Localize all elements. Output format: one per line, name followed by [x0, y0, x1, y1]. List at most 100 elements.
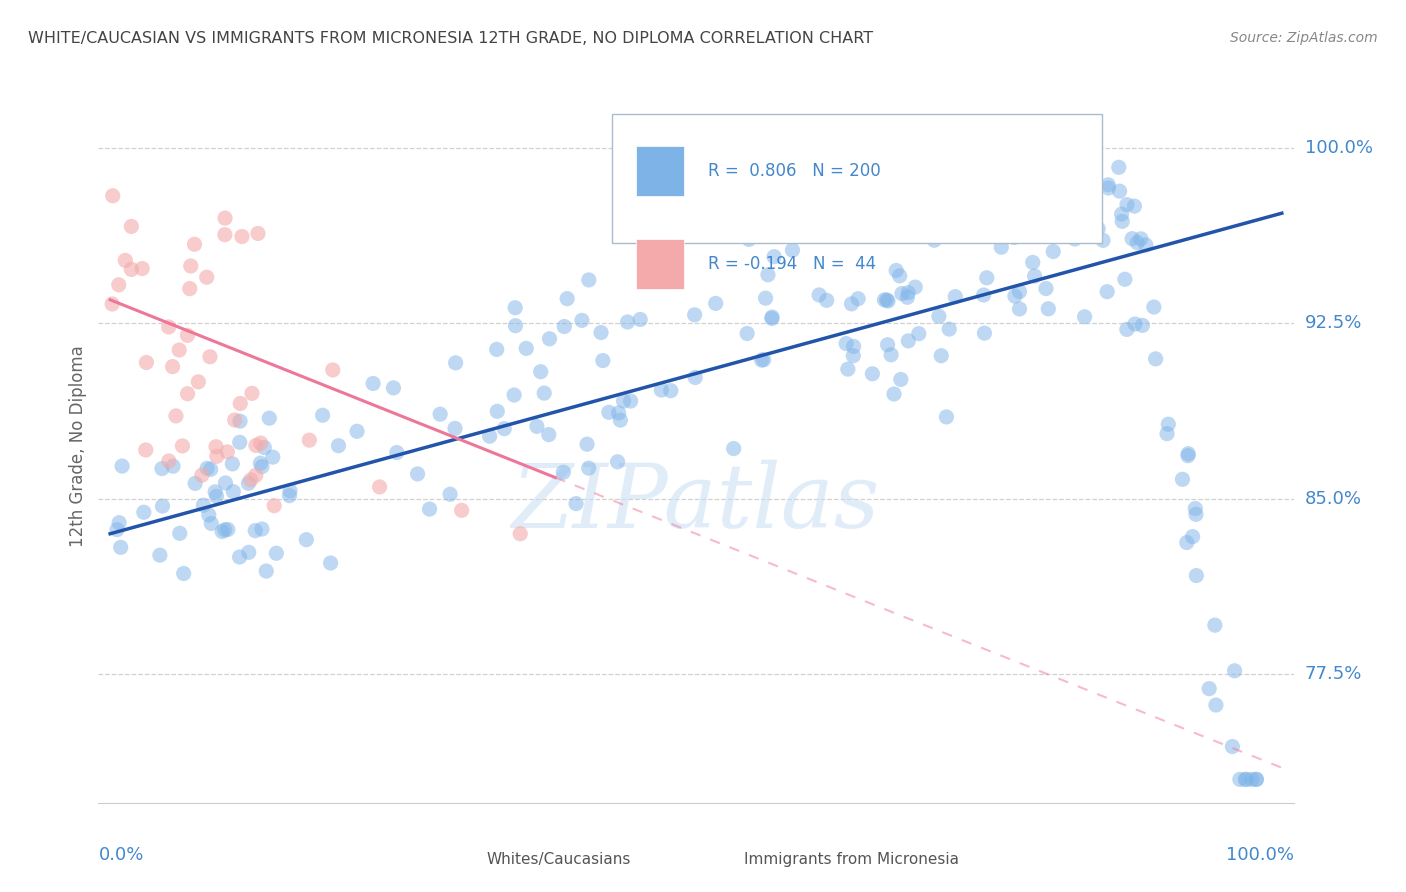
Point: [650, 383, 672, 397]
Point: [1022, 255, 1045, 269]
Point: [263, 499, 285, 513]
Point: [1130, 318, 1153, 333]
Point: [1157, 417, 1180, 432]
Point: [478, 429, 501, 443]
Point: [1171, 472, 1194, 486]
Point: [180, 259, 202, 273]
Point: [245, 524, 267, 538]
Point: [1123, 317, 1146, 331]
Point: [278, 489, 301, 503]
Point: [880, 348, 903, 362]
Point: [1111, 207, 1133, 221]
Point: [1054, 203, 1077, 218]
Point: [224, 413, 246, 427]
Point: [1198, 681, 1220, 696]
Point: [1204, 618, 1226, 632]
Point: [150, 461, 173, 475]
Point: [503, 388, 526, 402]
Text: R =  0.806   N = 200: R = 0.806 N = 200: [709, 162, 880, 180]
Point: [1246, 772, 1268, 787]
Point: [214, 227, 236, 242]
Point: [1156, 426, 1178, 441]
Text: 100.0%: 100.0%: [1305, 138, 1372, 157]
Point: [1045, 188, 1067, 202]
Point: [162, 359, 184, 374]
Point: [973, 288, 995, 302]
Point: [245, 438, 267, 452]
Point: [1004, 289, 1026, 303]
Point: [555, 292, 578, 306]
Point: [1067, 229, 1090, 244]
Point: [883, 387, 905, 401]
Point: [231, 229, 253, 244]
Point: [179, 282, 201, 296]
Point: [346, 425, 368, 439]
Point: [262, 450, 284, 464]
Point: [943, 290, 966, 304]
Point: [193, 498, 215, 512]
Point: [842, 349, 865, 363]
Point: [530, 365, 553, 379]
Point: [200, 462, 222, 476]
Point: [1115, 322, 1137, 336]
Point: [578, 273, 600, 287]
Point: [229, 414, 252, 428]
Point: [200, 516, 222, 531]
Point: [761, 311, 783, 326]
Point: [278, 483, 301, 498]
Point: [890, 286, 912, 301]
Point: [259, 411, 281, 425]
Point: [896, 290, 918, 304]
Point: [1175, 535, 1198, 549]
Point: [240, 386, 263, 401]
Point: [1121, 232, 1143, 246]
Point: [298, 433, 321, 447]
Point: [191, 468, 214, 483]
Point: [222, 484, 245, 499]
Point: [205, 440, 228, 454]
Point: [253, 441, 276, 455]
Point: [683, 370, 706, 384]
Point: [249, 456, 271, 470]
Point: [238, 545, 260, 559]
Point: [176, 386, 198, 401]
Point: [1177, 449, 1199, 463]
Point: [808, 288, 831, 302]
Point: [1123, 199, 1146, 213]
Point: [101, 188, 124, 202]
Point: [571, 313, 593, 327]
Point: [195, 461, 218, 475]
Point: [503, 301, 526, 315]
Point: [295, 533, 318, 547]
Point: [229, 435, 252, 450]
Point: [1111, 214, 1133, 228]
Point: [450, 503, 472, 517]
Point: [1092, 233, 1115, 247]
Point: [538, 332, 561, 346]
Point: [1002, 230, 1025, 244]
Point: [250, 522, 273, 536]
Point: [537, 427, 560, 442]
Point: [783, 215, 806, 229]
Point: [494, 422, 516, 436]
Point: [149, 548, 172, 562]
Point: [509, 526, 531, 541]
Point: [553, 465, 575, 479]
Point: [756, 268, 779, 282]
Point: [1108, 184, 1130, 198]
Text: 92.5%: 92.5%: [1305, 314, 1362, 332]
Point: [1177, 447, 1199, 461]
Point: [183, 237, 205, 252]
Point: [217, 523, 239, 537]
Text: R = -0.194   N =  44: R = -0.194 N = 44: [709, 255, 876, 273]
Point: [873, 293, 896, 307]
Point: [204, 484, 226, 499]
Point: [897, 334, 920, 348]
Point: [198, 350, 221, 364]
Point: [1135, 238, 1157, 252]
Point: [1038, 301, 1060, 316]
Point: [172, 439, 194, 453]
Point: [860, 367, 883, 381]
Point: [876, 293, 898, 307]
Point: [938, 322, 960, 336]
